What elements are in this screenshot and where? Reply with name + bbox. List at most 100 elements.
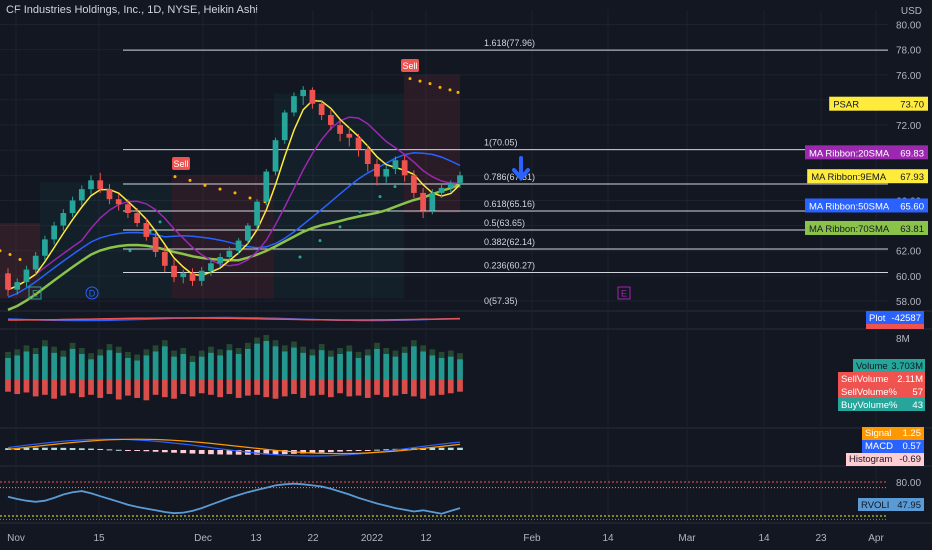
volume-buy-bar — [337, 354, 343, 380]
price-tag-name: PSAR — [833, 100, 859, 111]
volume-cap — [134, 354, 141, 361]
macd-histogram-bar — [226, 450, 233, 455]
macd-histogram-bar — [69, 448, 76, 450]
volume-buy-bar — [244, 348, 251, 380]
volume-buy-bar — [411, 346, 417, 380]
volume-sell-bar — [171, 380, 177, 399]
price-tag-name: MA Ribbon:50SMA — [809, 201, 890, 212]
psar-dot — [0, 249, 2, 253]
macd-histogram-bar — [198, 450, 205, 454]
macd-histogram-bar — [152, 450, 159, 452]
psar-dot — [448, 88, 452, 92]
volume-cap — [69, 342, 76, 349]
volume-buy-bar — [60, 356, 67, 380]
macd-histogram-bar — [309, 450, 316, 454]
candle-body — [281, 112, 288, 141]
volume-cap — [300, 346, 307, 353]
volume-buy-bar — [383, 354, 390, 380]
volume-sell-bar — [60, 380, 67, 396]
candle-body — [42, 239, 48, 256]
candle-body — [78, 189, 85, 201]
psar-dot — [358, 210, 362, 214]
psar-dot — [188, 178, 192, 182]
volume-cap — [5, 351, 11, 358]
price-tag — [829, 96, 928, 111]
volume-sell-bar — [97, 380, 104, 398]
psar-dot — [318, 239, 322, 243]
psar-dot — [218, 187, 222, 191]
volume-cap — [125, 351, 131, 358]
candle-body — [134, 213, 141, 224]
macd-histogram-bar — [88, 448, 94, 450]
x-tick-label: 2022 — [361, 533, 384, 544]
volume-sell-bar — [281, 380, 288, 397]
price-tick-label: 62.00 — [896, 247, 921, 258]
volume-axis-label: 8M — [896, 334, 910, 345]
candle-body — [180, 273, 187, 278]
macd-histogram-bar — [272, 450, 279, 455]
volume-buy-bar — [226, 350, 233, 380]
volume-sell-bar — [392, 380, 399, 396]
volume-sell-bar — [383, 380, 390, 398]
volume-cap — [420, 345, 426, 352]
candle-body — [392, 160, 399, 170]
volume-sell-bar — [235, 380, 242, 398]
volume-sell-bar — [78, 380, 85, 398]
macd-legend-name: MACD — [865, 441, 893, 452]
volume-sell-bar — [161, 380, 168, 398]
price-tick-label: 78.00 — [896, 46, 921, 57]
volume-sell-bar — [272, 380, 279, 399]
volume-sell-bar — [300, 380, 307, 398]
macd-histogram-bar — [134, 450, 141, 451]
candle-body — [401, 160, 408, 176]
volume-sell-bar — [226, 380, 233, 395]
chart-title: CF Industries Holdings, Inc., 1D, NYSE, … — [6, 4, 258, 16]
volume-cap — [355, 351, 362, 358]
volume-cap — [189, 355, 196, 362]
macd-histogram-bar — [254, 450, 260, 455]
candle-body — [429, 192, 436, 211]
volume-cap — [438, 351, 445, 358]
macd-histogram-bar — [337, 450, 343, 452]
macd-histogram-bar — [457, 447, 463, 450]
macd-histogram-bar — [97, 448, 104, 450]
volume-buy-bar — [254, 343, 260, 380]
volume-buy-bar — [189, 361, 196, 380]
fib-label: 0(57.35) — [484, 296, 518, 306]
macd-legend-name: Histogram — [849, 454, 892, 465]
volume-cap — [318, 344, 325, 351]
volume-buy-bar — [78, 354, 85, 380]
candle-body — [14, 282, 21, 290]
macd-histogram-bar — [263, 450, 270, 455]
macd-legend-tag — [862, 427, 924, 440]
volume-sell-bar — [346, 380, 353, 397]
candle-body — [254, 201, 260, 226]
volume-sell-bar — [244, 380, 251, 396]
volume-sell-bar — [125, 380, 131, 396]
candle-body — [291, 96, 297, 113]
volume-legend-tag — [838, 385, 925, 398]
volume-cap — [235, 348, 242, 354]
fib-label: 0.786(67.31) — [484, 172, 535, 182]
macd-legend-tag — [862, 440, 924, 453]
volume-legend-tag — [838, 372, 925, 385]
candle-body — [457, 175, 463, 183]
candle-body — [198, 270, 205, 281]
macd-histogram-bar — [346, 450, 353, 452]
macd-legend-tag — [846, 453, 924, 466]
down-arrow-icon — [512, 156, 530, 182]
volume-cap — [217, 349, 224, 356]
fib-label: 1.618(77.96) — [484, 38, 535, 48]
rvol-tag-name: RVOLI — [861, 500, 889, 511]
candle-body — [32, 255, 39, 270]
psar-dot — [128, 249, 132, 253]
volume-cap — [374, 342, 380, 349]
candle-body — [60, 213, 67, 226]
volume-cap — [244, 342, 251, 349]
volume-sell-bar — [42, 380, 48, 395]
volume-cap — [447, 350, 454, 357]
volume-legend-value: 57 — [912, 387, 923, 398]
volume-buy-bar — [143, 355, 150, 380]
volume-buy-bar — [327, 356, 334, 380]
